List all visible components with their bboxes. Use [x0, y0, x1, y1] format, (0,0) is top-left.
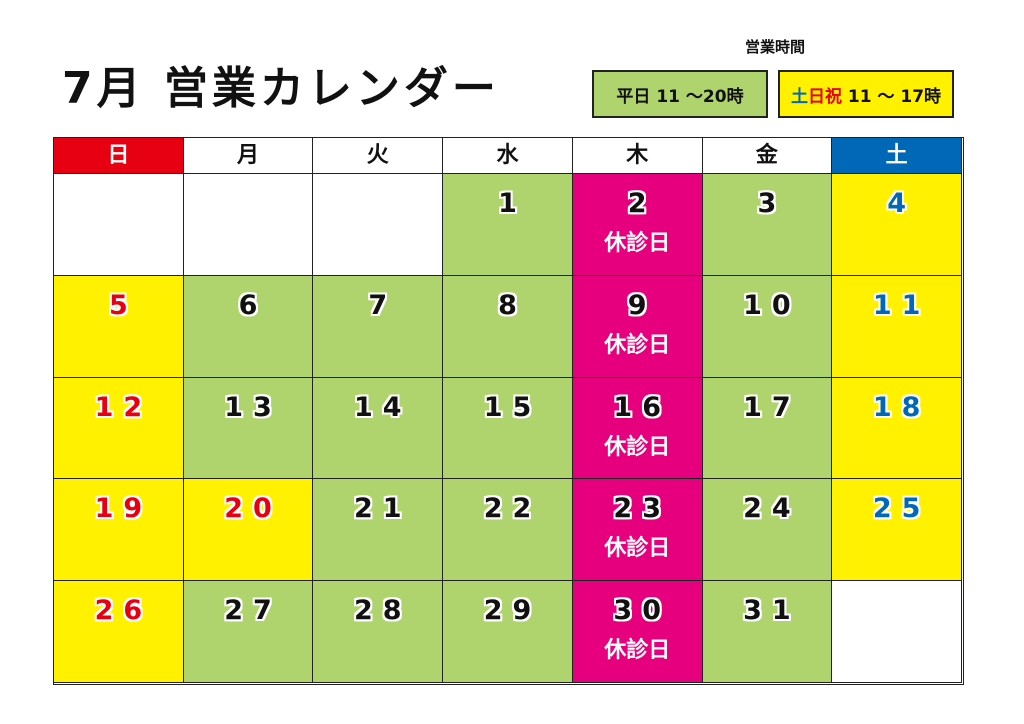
- weekday-label: 平日: [616, 86, 651, 107]
- day-cell: 13: [183, 377, 314, 480]
- day-number: 26: [94, 595, 153, 627]
- day-number: 16: [613, 391, 671, 423]
- title: 7月 営業カレンダー: [62, 63, 500, 114]
- weekday-header: 木: [572, 138, 703, 174]
- closed-note: 休診日: [604, 434, 671, 460]
- day-cell: 11: [832, 275, 962, 378]
- day-cell: 5: [54, 275, 184, 378]
- holiday-time: 11 〜 17時: [847, 86, 942, 107]
- day-number: 25: [872, 493, 931, 525]
- day-cell: 21: [313, 479, 444, 582]
- closed-note: 休診日: [604, 638, 671, 664]
- day-number: 21: [353, 493, 412, 525]
- closed-note: 休診日: [604, 231, 671, 256]
- day-cell: 28: [313, 581, 444, 683]
- day-number: 31: [743, 595, 801, 627]
- weekday-header: 月: [183, 138, 314, 174]
- day-cell: [54, 174, 184, 276]
- day-number: 24: [743, 493, 801, 525]
- day-number: 9: [627, 289, 657, 321]
- day-number: 22: [483, 493, 542, 525]
- hours-title: 営業時間: [744, 38, 805, 56]
- day-cell: [183, 174, 314, 276]
- day-cell: 15: [443, 377, 573, 480]
- holiday-hours: 土日祝 11 〜 17時: [778, 70, 954, 118]
- closed-note: 休診日: [604, 332, 671, 358]
- day-cell: 17: [702, 377, 833, 480]
- day-number: 7: [368, 289, 398, 321]
- day-cell: [313, 174, 444, 276]
- day-cell: 4: [832, 174, 962, 276]
- sat-label: 土: [790, 86, 808, 107]
- day-number: 12: [94, 391, 153, 423]
- day-cell: 12: [54, 377, 184, 480]
- day-number: 3: [757, 188, 787, 219]
- weekday-header: 日: [54, 138, 184, 174]
- day-number: 15: [483, 391, 542, 423]
- day-cell: [832, 581, 962, 683]
- day-number: 27: [224, 595, 282, 627]
- day-number: 29: [483, 595, 542, 627]
- day-number: 10: [743, 289, 801, 321]
- day-number: 18: [872, 391, 931, 423]
- day-cell: 24: [702, 479, 833, 582]
- day-number: 13: [224, 391, 282, 423]
- day-number: 5: [108, 289, 138, 321]
- weekday-time: 11 〜20時: [656, 86, 744, 107]
- day-number: 28: [353, 595, 412, 627]
- day-cell: 22: [443, 479, 573, 582]
- day-cell: 26: [54, 581, 184, 683]
- weekday-header: 土: [832, 138, 962, 174]
- day-number: 8: [498, 289, 527, 321]
- day-cell: 16 休診日: [572, 377, 703, 480]
- day-cell: 14: [313, 377, 444, 480]
- day-number: 6: [238, 289, 268, 321]
- day-cell: 30 休診日: [572, 581, 703, 683]
- day-number: 23: [613, 493, 671, 525]
- day-number: 2: [627, 188, 657, 219]
- day-number: 14: [353, 391, 412, 423]
- day-cell: 7: [313, 275, 444, 378]
- day-cell: 10: [702, 275, 833, 378]
- weekday-header: 火: [313, 138, 444, 174]
- calendar-grid: 日月火水木金土 1 2 休診日 3 4 5 6 7 8 9 休診日 10 11 12 13 14 15 16 休診日 1…: [53, 137, 964, 685]
- day-cell: 18: [832, 377, 962, 480]
- closed-note: 休診日: [604, 536, 671, 562]
- day-cell: 23 休診日: [572, 479, 703, 582]
- day-cell: 2 休診日: [572, 174, 703, 276]
- day-cell: 27: [183, 581, 314, 683]
- weekday-hours: 平日 11 〜20時: [592, 70, 768, 118]
- day-number: 30: [613, 595, 671, 627]
- day-number: 19: [94, 493, 153, 525]
- weekday-header: 金: [702, 138, 833, 174]
- day-cell: 20: [183, 479, 314, 582]
- day-number: 20: [224, 493, 282, 525]
- day-cell: 8: [443, 275, 573, 378]
- day-cell: 9 休診日: [572, 275, 703, 378]
- day-cell: 19: [54, 479, 184, 582]
- day-number: 11: [872, 289, 931, 321]
- day-cell: 25: [832, 479, 962, 582]
- day-number: 1: [498, 188, 527, 219]
- day-number: 17: [743, 391, 801, 423]
- day-cell: 1: [443, 174, 573, 276]
- day-cell: 29: [443, 581, 573, 683]
- weekday-header: 水: [443, 138, 573, 174]
- day-cell: 3: [702, 174, 833, 276]
- day-cell: 6: [183, 275, 314, 378]
- day-number: 4: [887, 188, 917, 219]
- day-cell: 31: [702, 581, 833, 683]
- sun-label: 日祝: [807, 86, 842, 107]
